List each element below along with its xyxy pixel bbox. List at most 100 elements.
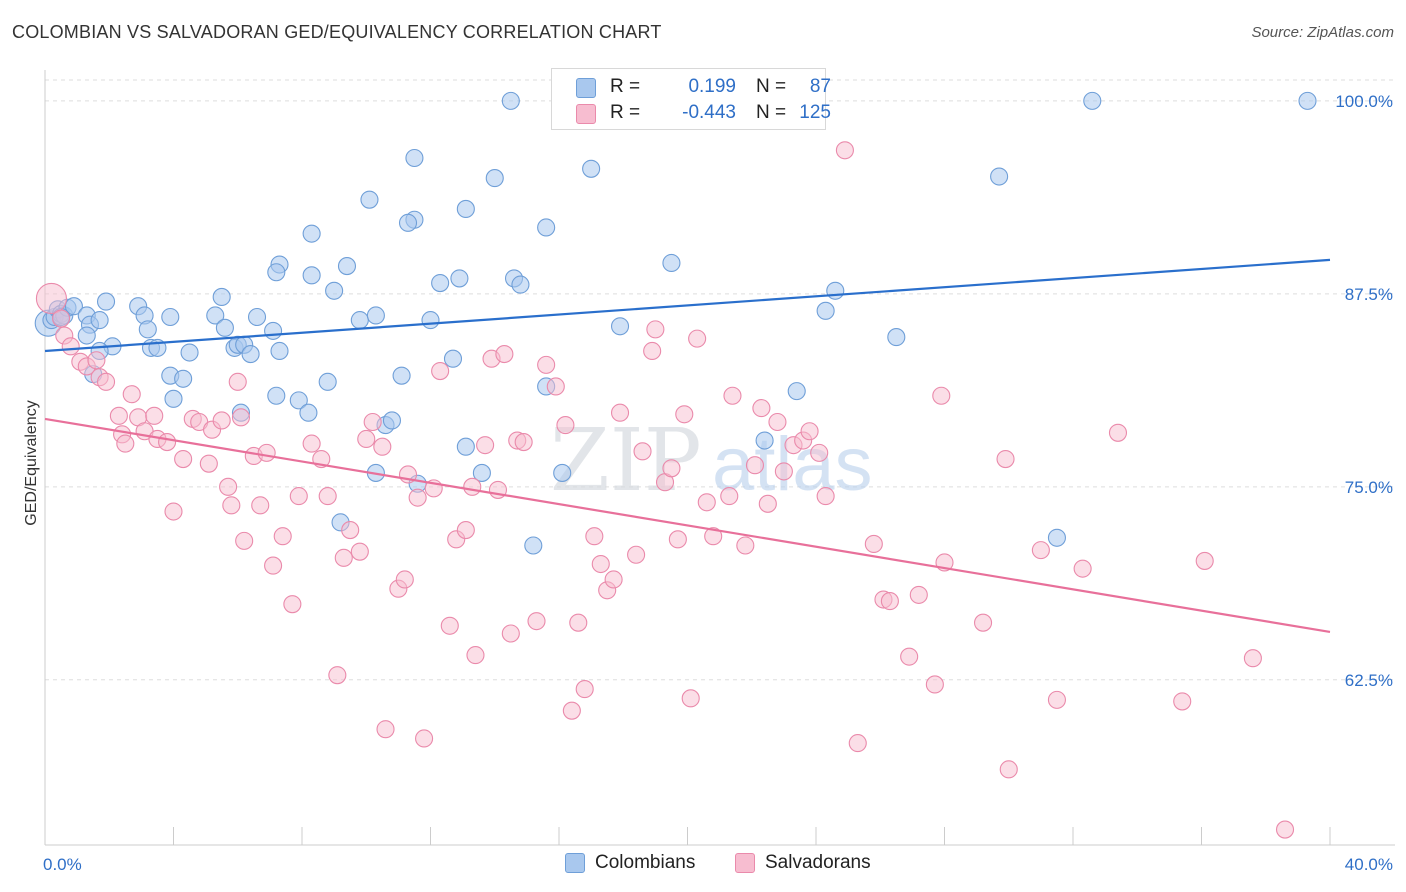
chart-title: COLOMBIAN VS SALVADORAN GED/EQUIVALENCY … [12,22,662,42]
axes [44,70,1395,846]
colombian-point [472,463,491,482]
gridlines [45,79,1395,681]
salvadoran-point [52,309,71,328]
r-label: R = [610,76,641,97]
colombians-swatch [576,78,596,98]
n-value: 87 [809,76,831,97]
salvadoran-point [273,527,292,546]
salvadoran-point [495,345,514,364]
colombian-point [382,411,402,430]
colombians-legend-swatch [565,853,585,873]
colombian-point [212,287,231,306]
salvadoran-point [723,386,742,405]
salvadoran-point [591,554,610,574]
colombian-point [1298,91,1317,110]
colombian-point [537,218,556,237]
colombian-point [582,159,601,178]
colombian-point [405,148,424,168]
salvadoran-point [212,411,231,430]
colombian-point [366,306,385,325]
colombian-point [787,382,806,401]
salvadoran-point [880,592,899,611]
salvadoran-point [768,412,787,432]
colombian-point [325,281,344,300]
salvadoran-point [932,386,951,405]
salvadorans-trend-line [44,417,1331,634]
n-label: N = [756,102,787,123]
legend-label-salvadorans: Salvadorans [765,852,871,873]
colombian-point [816,301,835,320]
x-tick-label: 40.0% [1345,855,1393,874]
watermark-atlas: atlas [712,422,873,507]
salvadorans-legend-swatch [735,853,755,873]
salvadoran-point [810,443,829,462]
colombian-point [267,386,286,405]
salvadoran-point [681,689,700,708]
salvadoran-point [514,433,533,452]
colombian-point [501,91,520,110]
salvadoran-point [357,429,376,449]
colombian-point [511,275,530,294]
salvadoran-point [476,436,495,455]
salvadoran-point [251,496,270,515]
salvadoran-point [864,534,883,554]
salvadoran-point [604,570,623,589]
salvadoran-point [222,496,241,515]
colombian-point [398,213,418,232]
colombian-point [360,190,379,209]
salvadoran-point [816,487,835,506]
salvadoran-point [668,530,687,549]
salvadoran-point [440,616,459,635]
colombian-point [138,320,157,339]
salvadoran-point [341,521,360,540]
salvadoran-point [758,494,777,513]
salvadoran-point [466,646,485,665]
colombians-trend-line [44,258,1331,353]
salvadoran-point [289,487,308,506]
salvadoran-point [456,521,475,540]
colombian-point [174,369,193,388]
colombian-point [456,199,475,218]
salvadoran-point [283,595,302,614]
salvadoran-point [774,462,793,481]
salvadoran-point [199,454,218,473]
salvadoran-point [264,556,283,575]
salvadoran-point [96,372,116,391]
salvadoran-point [122,385,141,404]
salvadoran-point [1047,690,1066,709]
colombian-point [337,257,357,276]
salvadoran-point [328,666,347,685]
salvadoran-point [745,456,765,475]
salvadoran-point [688,329,707,348]
colombian-point [241,345,260,364]
series-salvadorans [35,141,1295,839]
salvadoran-point [1031,541,1050,560]
y-tick-label: 62.5% [1345,671,1393,690]
colombian-point [164,389,183,408]
r-label: R = [610,102,641,123]
salvadoran-point [675,405,694,424]
salvadoran-point [318,487,337,506]
colombian-point [485,169,504,188]
colombian-point [431,273,450,293]
salvadoran-point [537,355,556,374]
salvadoran-point [662,459,681,478]
r-value: 0.199 [688,76,736,97]
legend-label-colombians: Colombians [595,852,696,873]
y-tick-label: 87.5% [1345,285,1393,304]
colombian-point [456,437,475,456]
salvadoran-point [1073,559,1092,578]
salvadoran-point [235,531,254,550]
salvadoran-point [704,527,723,546]
salvadoran-point [302,434,321,453]
salvadoran-point [643,341,662,361]
salvadoran-point [1243,649,1262,668]
salvadoran-point [87,351,106,370]
colombian-point [990,167,1009,186]
salvadoran-point [996,449,1015,469]
y-tick-label: 100.0% [1335,92,1393,111]
colombian-point [755,431,774,450]
salvadoran-point [174,449,193,469]
salvadoran-point [363,412,382,432]
